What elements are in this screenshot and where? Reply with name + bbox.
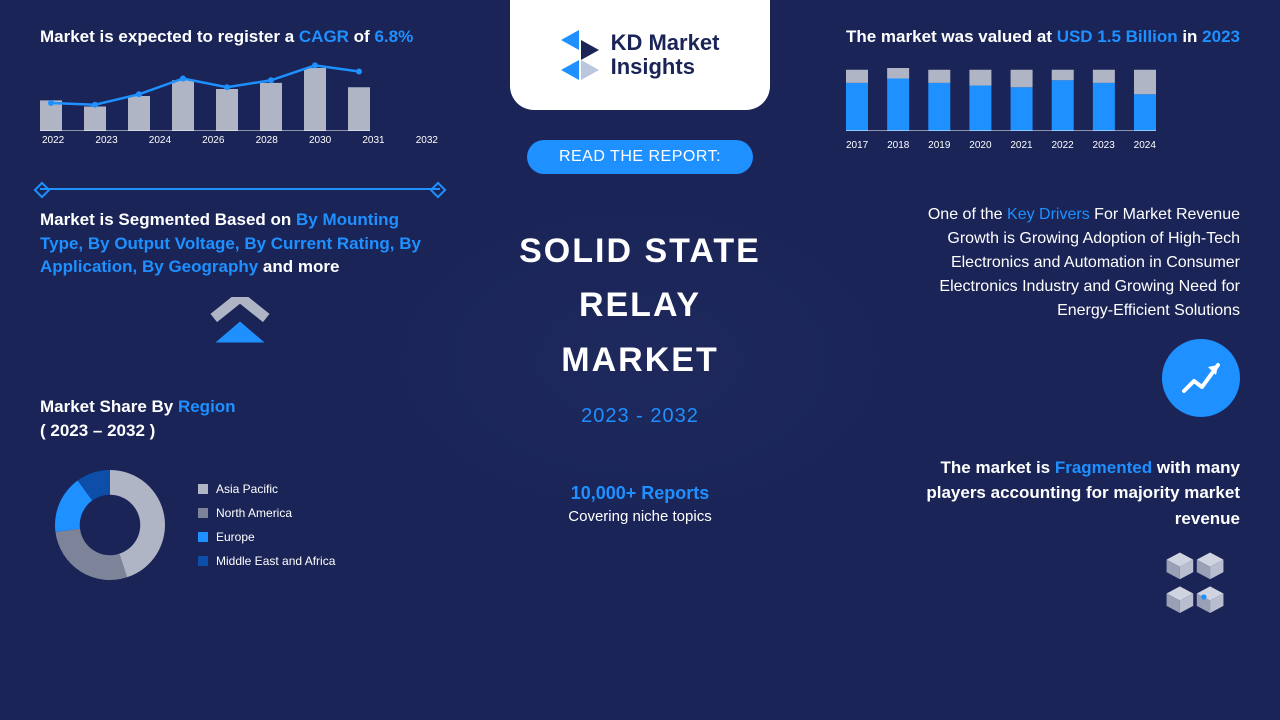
segments-post: and more: [258, 257, 339, 276]
reports-block: 10,000+ Reports Covering niche topics: [568, 483, 711, 525]
cagr-chart: 20222023202420262028203020312032: [40, 61, 440, 146]
title-line3: MARKET: [561, 341, 718, 379]
segment-arrow-icon: [40, 297, 440, 367]
region-donut-chart: [40, 455, 180, 595]
frag-accent: Fragmented: [1055, 458, 1152, 477]
logo-text: KD MarketInsights: [611, 31, 720, 79]
region-legend: Asia PacificNorth AmericaEuropeMiddle Ea…: [198, 477, 335, 573]
divider-icon: [40, 188, 440, 190]
cubes-icon: [1150, 549, 1240, 629]
logo-icon: [561, 30, 601, 80]
segments-heading: Market is Segmented Based on By Mounting…: [40, 208, 440, 279]
drivers-pre: One of the: [928, 206, 1007, 223]
cagr-heading: Market is expected to register a CAGR of…: [40, 25, 440, 49]
valued-pre: The market was valued at: [846, 27, 1057, 46]
fragmented-text: The market is Fragmented with many playe…: [920, 455, 1240, 532]
valued-section: The market was valued at USD 1.5 Billion…: [846, 25, 1240, 151]
segments-pre: Market is Segmented Based on: [40, 210, 296, 229]
center-column: KD MarketInsights READ THE REPORT: SOLID…: [440, 25, 840, 695]
valued-chart: 20172018201920202021202220232024: [846, 61, 1156, 151]
frag-pre: The market is: [941, 458, 1055, 477]
right-column: The market was valued at USD 1.5 Billion…: [840, 25, 1240, 695]
valued-mid: in: [1178, 27, 1203, 46]
reports-count: 10,000+ Reports: [568, 483, 711, 504]
cagr-label: CAGR: [299, 27, 349, 46]
cagr-mid: of: [349, 27, 375, 46]
main-title: SOLID STATE RELAY MARKET 2023 - 2032: [519, 224, 761, 428]
region-range: ( 2023 – 2032 ): [40, 421, 155, 440]
key-drivers-text: One of the Key Drivers For Market Revenu…: [900, 203, 1240, 323]
region-pre: Market Share By: [40, 397, 178, 416]
drivers-accent: Key Drivers: [1007, 206, 1090, 223]
valued-heading: The market was valued at USD 1.5 Billion…: [846, 25, 1240, 49]
title-range: 2023 - 2032: [519, 405, 761, 428]
valued-year: 2023: [1202, 27, 1240, 46]
cagr-section: Market is expected to register a CAGR of…: [40, 25, 440, 146]
title-line1: SOLID STATE: [519, 232, 761, 270]
segments-section: Market is Segmented Based on By Mounting…: [40, 208, 440, 367]
read-report-button[interactable]: READ THE REPORT:: [527, 140, 753, 174]
region-accent: Region: [178, 397, 236, 416]
left-column: Market is expected to register a CAGR of…: [40, 25, 440, 695]
title-line2: RELAY: [579, 286, 701, 324]
region-heading: Market Share By Region ( 2023 – 2032 ): [40, 395, 440, 443]
valued-value: USD 1.5 Billion: [1057, 27, 1178, 46]
region-section: Market Share By Region ( 2023 – 2032 ) As…: [40, 395, 440, 595]
cagr-pre: Market is expected to register a: [40, 27, 299, 46]
growth-arrow-icon: [1162, 339, 1240, 417]
reports-sub: Covering niche topics: [568, 508, 711, 525]
logo-card: KD MarketInsights: [510, 0, 770, 110]
infographic-container: Market is expected to register a CAGR of…: [0, 0, 1280, 720]
cagr-value: 6.8%: [374, 27, 413, 46]
